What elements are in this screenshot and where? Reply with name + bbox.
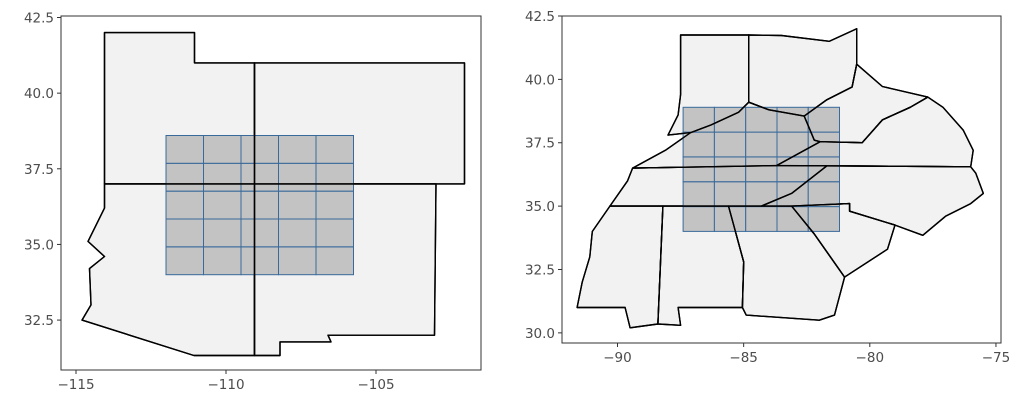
x-tick-label: −90 (603, 350, 632, 366)
grid-cell (776, 181, 809, 208)
grid-cell (776, 106, 809, 133)
grid-cell (315, 246, 354, 276)
grid-cell (203, 218, 242, 248)
grid-cell (713, 156, 747, 183)
grid-cell (807, 206, 841, 232)
grid-cell (203, 190, 242, 220)
y-tick-label: 40.0 (24, 86, 54, 102)
y-tick-label: 32.5 (525, 262, 555, 278)
grid-cell (240, 218, 279, 248)
grid-cell (315, 218, 354, 248)
x-tick-label: −80 (856, 350, 885, 366)
grid-cell (203, 246, 242, 276)
grid-cell (745, 131, 778, 158)
grid-cell (240, 135, 279, 164)
state-border-line (790, 202, 896, 278)
y-tick-label: 35.0 (525, 199, 555, 215)
y-tick-label: 35.0 (24, 237, 54, 253)
grid-cell (240, 246, 279, 276)
grid-cell (745, 156, 778, 183)
panel-frame (60, 15, 482, 371)
grid-cell (165, 218, 204, 248)
grid-cell (278, 218, 317, 248)
grid-cell (165, 135, 204, 164)
grid-cell (807, 181, 841, 208)
map-panel-left: −115 −110 −105 32.5 35.0 37.5 40.0 42.5 (24, 11, 482, 393)
grid-cell (203, 135, 242, 164)
grid-cell (745, 206, 778, 232)
grid-cell (682, 181, 715, 208)
y-tick-label: 37.5 (24, 162, 54, 178)
state-mississippi (576, 205, 664, 329)
grid-cell (776, 206, 809, 232)
grid-cell (807, 106, 841, 133)
grid-cell (315, 162, 354, 192)
grid-cell (278, 135, 317, 164)
grid-cell (203, 162, 242, 192)
grid-cell (745, 181, 778, 208)
grid-cell (776, 156, 809, 183)
grid-cell (240, 190, 279, 220)
grid-cell (807, 156, 841, 183)
state-border-line (576, 205, 664, 329)
grid-cell (682, 206, 715, 232)
x-tick-label: −115 (57, 377, 94, 393)
y-tick-label: 30.0 (525, 326, 555, 342)
grid-cell (682, 106, 715, 133)
x-tick-label: −110 (207, 377, 244, 393)
x-tick-label: −85 (729, 350, 758, 366)
grid-cell (165, 162, 204, 192)
grid-cell (278, 246, 317, 276)
grid-cell (278, 162, 317, 192)
grid-cell (278, 190, 317, 220)
grid-cell (682, 156, 715, 183)
x-tick-label: −75 (982, 350, 1011, 366)
x-tick-label: −105 (357, 377, 394, 393)
grid-cell (315, 135, 354, 164)
grid-cell (165, 246, 204, 276)
y-tick-label: 37.5 (525, 136, 555, 152)
state-border-line (253, 183, 437, 357)
grid-cell (713, 131, 747, 158)
grid-cell (682, 131, 715, 158)
y-tick-label: 42.5 (525, 9, 555, 25)
grid-cell (240, 162, 279, 192)
panel-frame (561, 15, 1002, 344)
y-tick-label: 42.5 (24, 11, 54, 27)
grid-cell (165, 190, 204, 220)
grid-cell (776, 131, 809, 158)
state-border-line (253, 62, 466, 185)
y-tick-label: 40.0 (525, 72, 555, 88)
grid-cell (713, 181, 747, 208)
grid-cell (315, 190, 354, 220)
map-panel-right: −90 −85 −80 −75 30.0 32.5 35.0 37.5 40.0 42.5 (525, 9, 1010, 366)
grid-cell (713, 106, 747, 133)
y-tick-label: 32.5 (24, 313, 54, 329)
